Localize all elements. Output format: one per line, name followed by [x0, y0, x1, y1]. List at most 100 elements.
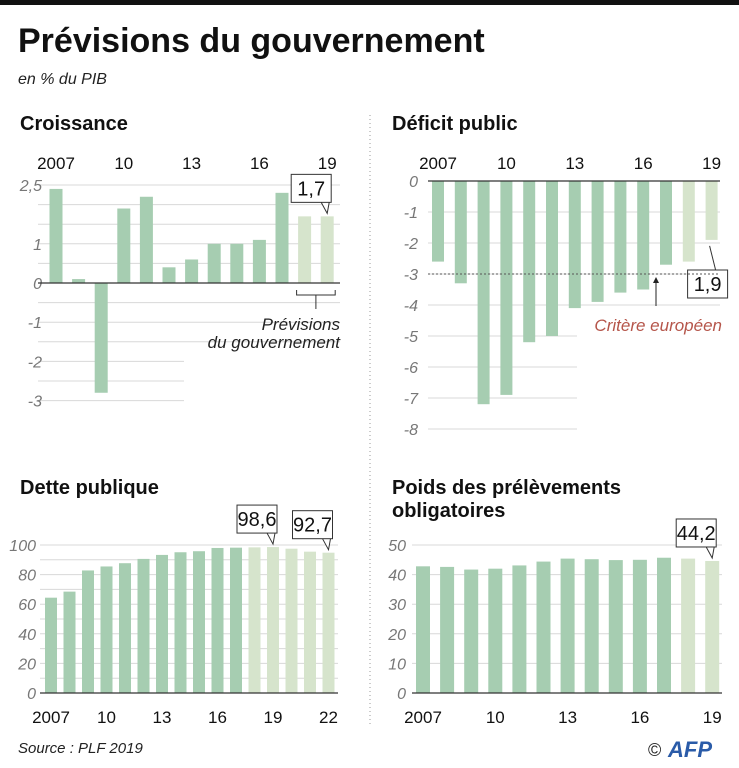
callout-value: 1,9: [694, 274, 722, 296]
x-tick-label: 19: [318, 154, 337, 173]
bar-2021: [304, 551, 316, 693]
bar-2011: [523, 181, 536, 343]
bar-2008: [440, 566, 455, 693]
copyright-symbol: ©: [648, 740, 661, 760]
y-tick-label: 0: [409, 174, 418, 191]
reference-label: Critère européen: [594, 316, 722, 335]
y-tick-label: 30: [388, 597, 406, 614]
callout-pointer: [266, 532, 276, 546]
bar-2009: [94, 283, 108, 393]
panel-title-dette: Dette publique: [20, 477, 159, 499]
bar-2008: [63, 591, 76, 693]
callout-value: 44,2: [677, 523, 716, 545]
x-tick-label: 2007: [32, 708, 70, 727]
bar-2015: [193, 551, 205, 693]
bar-2015: [608, 560, 623, 693]
bar-2010: [500, 181, 513, 395]
bar-2009: [477, 181, 490, 405]
x-tick-label: 2007: [37, 154, 75, 173]
bar-2018: [681, 558, 696, 693]
bar-2009: [82, 570, 94, 693]
panel-title-croissance: Croissance: [20, 113, 128, 135]
subtitle: en % du PIB: [18, 71, 107, 88]
bar-2013: [568, 181, 581, 309]
y-tick-label: -7: [404, 391, 419, 408]
callout-pointer: [322, 538, 331, 552]
y-tick-label: 0: [33, 276, 42, 293]
y-tick-label: 40: [388, 568, 406, 585]
y-tick-label: -1: [28, 315, 42, 332]
bar-2014: [584, 559, 599, 693]
x-tick-label: 10: [486, 708, 505, 727]
panel-title-deficit: Déficit public: [392, 113, 518, 135]
bar-2018: [682, 181, 695, 262]
bar-2013: [560, 558, 575, 693]
reference-arrowhead: [653, 277, 659, 283]
bar-2017: [275, 192, 289, 283]
x-tick-label: 19: [703, 708, 722, 727]
bar-2014: [591, 181, 604, 302]
y-tick-label: 2,5: [19, 178, 42, 195]
bar-2009: [464, 569, 479, 693]
bar-2022: [322, 552, 335, 693]
bar-2012: [162, 267, 176, 283]
x-tick-label: 10: [97, 708, 116, 727]
x-tick-label: 13: [558, 708, 577, 727]
bar-2017: [660, 181, 672, 265]
x-tick-label: 19: [702, 154, 721, 173]
y-tick-label: 10: [388, 656, 406, 673]
panel-title-prelevements-1: Poids des prélèvements: [392, 477, 621, 499]
x-tick-label: 13: [153, 708, 172, 727]
bar-2010: [117, 208, 131, 283]
callout-value: 92,7: [293, 515, 332, 537]
x-tick-label: 2007: [404, 708, 442, 727]
bar-2007: [432, 181, 444, 262]
bar-2018: [248, 547, 261, 693]
x-tick-label: 16: [250, 154, 269, 173]
bar-2015: [230, 243, 244, 283]
callout-pointer: [320, 202, 330, 215]
callout-box: [687, 269, 729, 299]
top-bar: [0, 0, 739, 5]
bar-2008: [454, 181, 467, 284]
callout-value: 98,6: [238, 509, 277, 531]
bar-2010: [100, 566, 113, 693]
callout-box: [236, 504, 278, 534]
bar-2016: [632, 559, 647, 693]
callout-box: [675, 518, 717, 548]
bar-2012: [546, 181, 558, 336]
y-tick-label: -2: [404, 236, 418, 253]
bar-2020: [285, 548, 298, 693]
callout-pointer: [709, 245, 717, 271]
y-tick-label: 100: [9, 538, 36, 555]
bar-2008: [72, 279, 86, 283]
bar-2019: [267, 547, 279, 693]
x-tick-label: 10: [114, 154, 133, 173]
y-tick-label: -3: [404, 267, 418, 284]
bar-2010: [488, 568, 503, 693]
callout-value: 1,7: [297, 178, 325, 200]
y-tick-label: 60: [18, 597, 36, 614]
x-tick-label: 16: [208, 708, 227, 727]
bar-2018: [298, 216, 312, 283]
bar-2011: [119, 563, 131, 693]
x-tick-label: 13: [565, 154, 584, 173]
bar-2016: [211, 547, 224, 693]
source-note: Source : PLF 2019: [18, 740, 143, 757]
bar-2019: [320, 216, 334, 283]
x-tick-label: 19: [264, 708, 283, 727]
bar-2019: [705, 560, 720, 693]
y-tick-label: 20: [387, 627, 406, 644]
bar-2013: [185, 259, 199, 283]
y-tick-label: -6: [404, 360, 418, 377]
chart-prelevements: 50 40 30 20 10 0 2007 10 13 16 19 44,2: [387, 518, 722, 727]
y-tick-label: 0: [27, 686, 36, 703]
bar-2011: [139, 196, 153, 283]
x-tick-label: 10: [497, 154, 516, 173]
callout-box: [292, 510, 333, 540]
y-tick-label: -2: [28, 354, 42, 371]
bar-2014: [207, 243, 221, 283]
panel-title-prelevements-2: obligatoires: [392, 500, 505, 522]
bar-2012: [137, 558, 150, 693]
